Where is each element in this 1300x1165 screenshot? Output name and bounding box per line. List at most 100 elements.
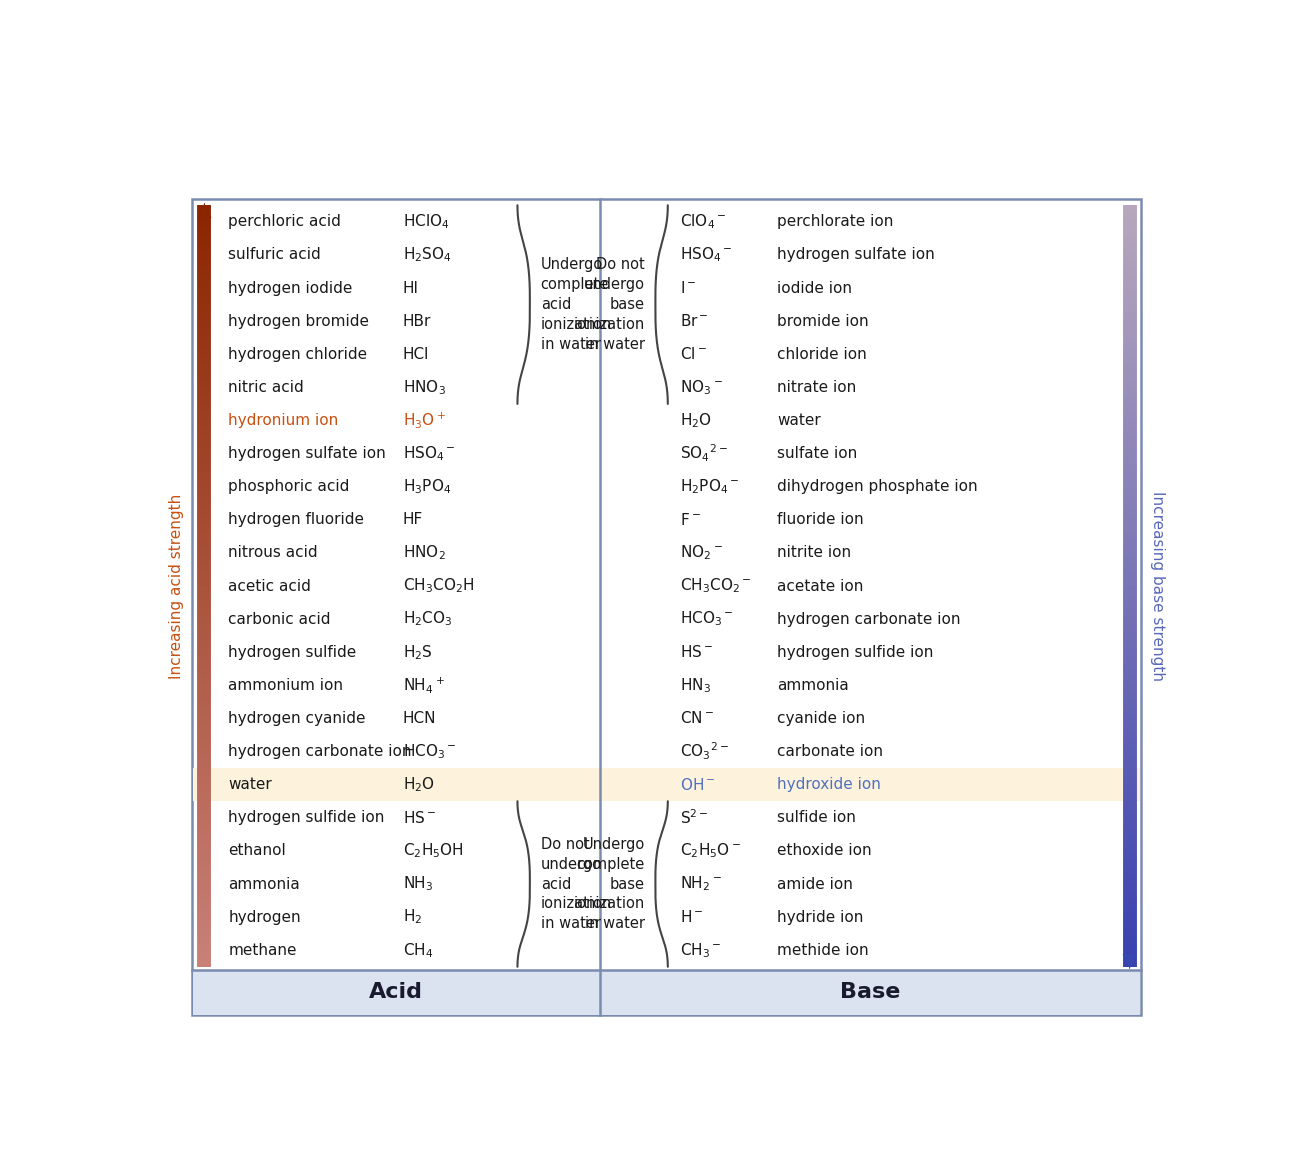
Text: H$_2$S: H$_2$S (403, 643, 433, 662)
Text: Undergo
complete
acid
ionization
in water: Undergo complete acid ionization in wate… (541, 257, 612, 352)
Text: S$^{2-}$: S$^{2-}$ (680, 809, 708, 827)
Text: nitric acid: nitric acid (229, 380, 304, 395)
Text: chloride ion: chloride ion (777, 347, 867, 362)
Text: HS$^-$: HS$^-$ (403, 810, 436, 826)
Text: methide ion: methide ion (777, 942, 868, 958)
Text: Br$^-$: Br$^-$ (680, 313, 708, 330)
Text: HSO$_4$$^-$: HSO$_4$$^-$ (680, 246, 733, 264)
Text: sulfide ion: sulfide ion (777, 811, 855, 825)
Text: F$^-$: F$^-$ (680, 511, 701, 528)
Text: ammonia: ammonia (777, 678, 849, 693)
Text: ammonium ion: ammonium ion (229, 678, 343, 693)
Text: sulfate ion: sulfate ion (777, 446, 857, 461)
Text: H$_2$CO$_3$: H$_2$CO$_3$ (403, 609, 452, 628)
Text: HNO$_2$: HNO$_2$ (403, 544, 446, 563)
Text: Do not
undergo
base
ionization
in water: Do not undergo base ionization in water (573, 257, 645, 352)
Text: H$_2$SO$_4$: H$_2$SO$_4$ (403, 246, 451, 264)
Text: methane: methane (229, 942, 296, 958)
Text: H$_2$: H$_2$ (403, 908, 422, 926)
Text: hydrogen fluoride: hydrogen fluoride (229, 513, 364, 528)
Text: amide ion: amide ion (777, 876, 853, 891)
Text: OH$^-$: OH$^-$ (680, 777, 716, 792)
Text: cyanide ion: cyanide ion (777, 711, 866, 726)
Text: C$_2$H$_5$OH: C$_2$H$_5$OH (403, 841, 464, 860)
Text: Acid: Acid (369, 982, 424, 1002)
Text: hydrogen carbonate ion: hydrogen carbonate ion (229, 744, 412, 760)
Text: CH$_3$CO$_2$$^-$: CH$_3$CO$_2$$^-$ (680, 577, 751, 595)
Text: ethanol: ethanol (229, 843, 286, 859)
Text: iodide ion: iodide ion (777, 281, 852, 296)
Text: carbonate ion: carbonate ion (777, 744, 883, 760)
Text: HNO$_3$: HNO$_3$ (403, 377, 446, 397)
Text: hydrogen sulfide: hydrogen sulfide (229, 644, 356, 659)
Text: hydrogen sulfate ion: hydrogen sulfate ion (777, 247, 935, 262)
Text: HCO$_3$$^-$: HCO$_3$$^-$ (403, 742, 456, 761)
Text: H$_3$O$^+$: H$_3$O$^+$ (403, 410, 446, 430)
Text: H$_2$O: H$_2$O (403, 776, 434, 795)
Text: ethoxide ion: ethoxide ion (777, 843, 872, 859)
Text: CH$_4$: CH$_4$ (403, 941, 433, 960)
Text: hydrogen carbonate ion: hydrogen carbonate ion (777, 612, 961, 627)
Text: perchloric acid: perchloric acid (229, 214, 341, 230)
Text: Undergo
complete
base
ionization
in water: Undergo complete base ionization in wate… (573, 836, 645, 931)
Text: HClO$_4$: HClO$_4$ (403, 212, 450, 231)
Text: water: water (229, 777, 272, 792)
Text: hydrogen: hydrogen (229, 910, 302, 925)
FancyBboxPatch shape (192, 199, 1140, 1015)
Text: CH$_3$$^-$: CH$_3$$^-$ (680, 941, 722, 960)
Text: hydrogen chloride: hydrogen chloride (229, 347, 368, 362)
Text: HN$_3$: HN$_3$ (680, 676, 711, 694)
Text: hydrogen sulfate ion: hydrogen sulfate ion (229, 446, 386, 461)
Text: hydrogen sulfide ion: hydrogen sulfide ion (777, 644, 933, 659)
Text: hydrogen bromide: hydrogen bromide (229, 313, 369, 329)
Text: hydrogen iodide: hydrogen iodide (229, 281, 352, 296)
Text: Increasing base strength: Increasing base strength (1150, 490, 1165, 682)
Text: H$_2$O: H$_2$O (680, 411, 712, 430)
Text: HSO$_4$$^-$: HSO$_4$$^-$ (403, 444, 455, 463)
Text: acetate ion: acetate ion (777, 579, 863, 593)
Text: bromide ion: bromide ion (777, 313, 868, 329)
Text: ClO$_4$$^-$: ClO$_4$$^-$ (680, 212, 727, 231)
Text: C$_2$H$_5$O$^-$: C$_2$H$_5$O$^-$ (680, 841, 741, 860)
Text: Do not
undergo
acid
ionization
in water: Do not undergo acid ionization in water (541, 836, 612, 931)
Text: HCl: HCl (403, 347, 429, 362)
FancyBboxPatch shape (192, 969, 601, 1015)
Text: H$_2$PO$_4$$^-$: H$_2$PO$_4$$^-$ (680, 478, 740, 496)
Text: hydrogen sulfide ion: hydrogen sulfide ion (229, 811, 385, 825)
Text: CH$_3$CO$_2$H: CH$_3$CO$_2$H (403, 577, 474, 595)
Text: I$^-$: I$^-$ (680, 280, 697, 296)
Text: Cl$^-$: Cl$^-$ (680, 346, 707, 362)
Text: water: water (777, 412, 820, 428)
Text: CO$_3$$^{2-}$: CO$_3$$^{2-}$ (680, 741, 729, 762)
Text: Increasing acid strength: Increasing acid strength (169, 494, 185, 679)
Text: H$_3$PO$_4$: H$_3$PO$_4$ (403, 478, 451, 496)
Text: HCN: HCN (403, 711, 437, 726)
Text: nitrate ion: nitrate ion (777, 380, 857, 395)
Text: SO$_4$$^{2-}$: SO$_4$$^{2-}$ (680, 443, 728, 465)
Text: CN$^-$: CN$^-$ (680, 711, 714, 727)
Text: NH$_4$$^+$: NH$_4$$^+$ (403, 676, 445, 696)
Text: hydroxide ion: hydroxide ion (777, 777, 881, 792)
Text: HS$^-$: HS$^-$ (680, 644, 714, 661)
Text: phosphoric acid: phosphoric acid (229, 479, 350, 494)
Text: HF: HF (403, 513, 422, 528)
Text: carbonic acid: carbonic acid (229, 612, 332, 627)
Text: perchlorate ion: perchlorate ion (777, 214, 893, 230)
Text: hydrogen cyanide: hydrogen cyanide (229, 711, 365, 726)
Text: NO$_2$$^-$: NO$_2$$^-$ (680, 544, 723, 563)
Text: HBr: HBr (403, 313, 432, 329)
Text: hydride ion: hydride ion (777, 910, 863, 925)
Text: hydronium ion: hydronium ion (229, 412, 338, 428)
FancyBboxPatch shape (601, 969, 1140, 1015)
Text: Base: Base (840, 982, 901, 1002)
Text: ammonia: ammonia (229, 876, 300, 891)
Text: NO$_3$$^-$: NO$_3$$^-$ (680, 377, 723, 397)
Text: fluoride ion: fluoride ion (777, 513, 863, 528)
Text: nitrous acid: nitrous acid (229, 545, 318, 560)
FancyBboxPatch shape (192, 768, 1140, 802)
Text: sulfuric acid: sulfuric acid (229, 247, 321, 262)
Text: HI: HI (403, 281, 419, 296)
Text: nitrite ion: nitrite ion (777, 545, 852, 560)
Text: H$^-$: H$^-$ (680, 909, 703, 925)
Text: NH$_3$: NH$_3$ (403, 875, 433, 894)
